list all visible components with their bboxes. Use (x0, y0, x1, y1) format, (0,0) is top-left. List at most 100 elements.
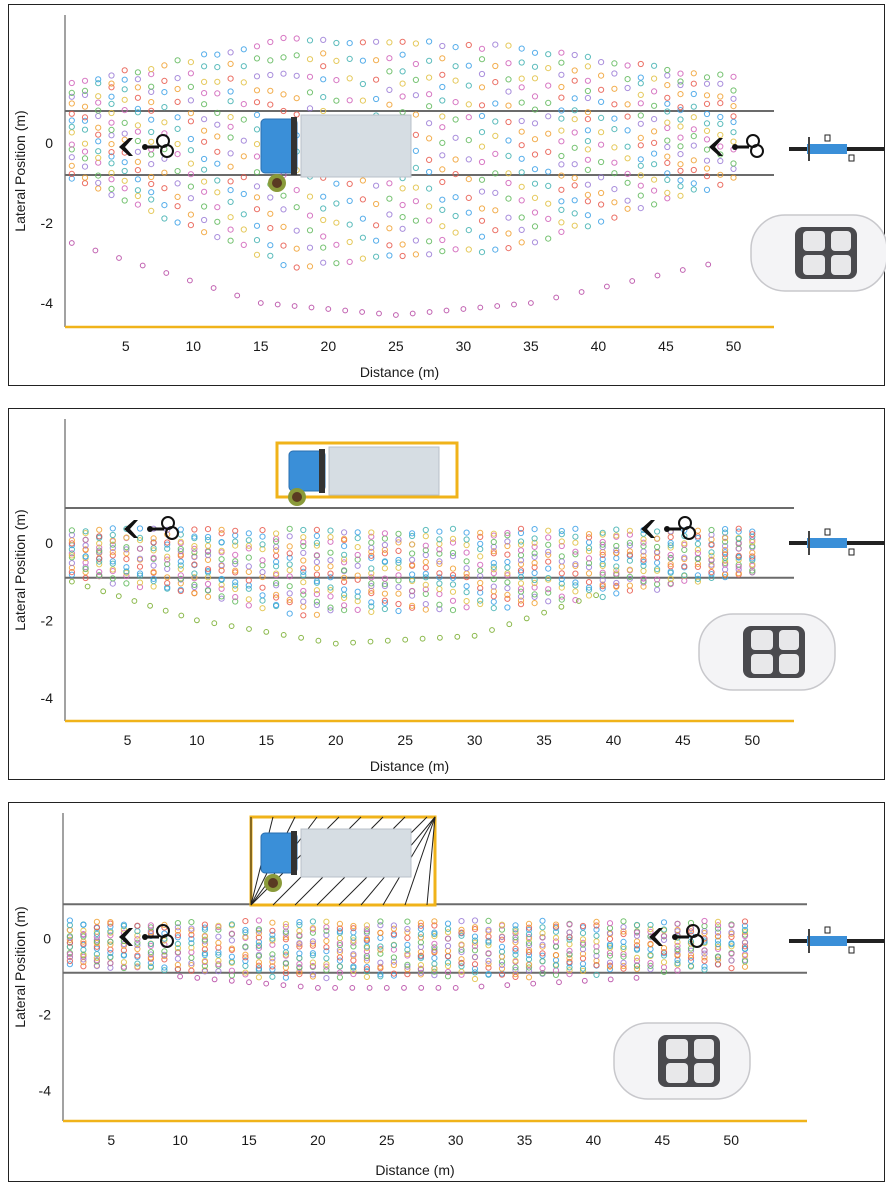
data-point (148, 161, 155, 168)
data-point (107, 964, 114, 971)
data-point (444, 925, 452, 933)
data-point (703, 100, 711, 108)
data-point (545, 99, 552, 107)
data-point (174, 85, 181, 93)
data-point (431, 944, 438, 951)
data-point (259, 605, 266, 612)
data-point (504, 551, 511, 558)
data-point (300, 591, 307, 598)
data-point (498, 961, 506, 969)
data-point (341, 551, 348, 558)
data-point (598, 59, 605, 66)
y-axis-label: Lateral Position (m) (12, 509, 28, 630)
data-point (136, 563, 144, 570)
data-point (490, 560, 497, 567)
data-point (341, 602, 348, 609)
data-point (599, 581, 606, 588)
data-point (606, 929, 614, 936)
data-point (539, 952, 546, 959)
data-point (332, 640, 339, 647)
data-point (95, 154, 102, 161)
data-point (363, 973, 370, 980)
data-point (333, 200, 340, 207)
data-point (492, 79, 499, 86)
data-point (620, 959, 627, 966)
data-point (436, 606, 443, 613)
data-point (280, 70, 287, 77)
data-point (148, 128, 155, 136)
data-point (245, 585, 252, 592)
data-point (735, 563, 742, 570)
data-point (477, 546, 484, 553)
data-point (571, 222, 578, 229)
data-point (485, 950, 492, 957)
data-point (246, 979, 252, 986)
data-point (518, 183, 525, 190)
data-point (187, 211, 194, 218)
data-point (599, 562, 606, 569)
truck-icon (260, 114, 412, 178)
data-point (174, 927, 181, 934)
data-point (651, 102, 658, 109)
data-point (273, 558, 280, 565)
data-point (545, 527, 552, 534)
data-point (323, 963, 330, 970)
direction-chevron (124, 520, 138, 538)
data-point (518, 155, 525, 162)
data-point (377, 971, 384, 978)
data-point (161, 77, 168, 85)
data-point (95, 172, 102, 179)
data-point (558, 94, 565, 101)
data-point (439, 83, 446, 91)
data-point (269, 927, 276, 934)
data-point (637, 74, 644, 81)
data-point (701, 930, 708, 937)
data-point (240, 174, 247, 181)
data-point (444, 920, 452, 927)
data-point (267, 87, 274, 94)
data-point (257, 300, 264, 306)
data-point (108, 126, 115, 134)
data-point (227, 226, 234, 233)
data-point (741, 939, 749, 946)
data-point (471, 933, 479, 940)
data-point (566, 947, 573, 954)
data-point (545, 575, 552, 582)
data-point (667, 563, 674, 570)
data-point (465, 156, 472, 163)
data-point (399, 80, 406, 87)
data-point (368, 529, 375, 536)
data-point (664, 124, 671, 132)
data-point (449, 574, 457, 581)
data-point (471, 926, 479, 933)
data-point (267, 57, 274, 64)
data-point (518, 45, 525, 52)
data-point (651, 62, 658, 69)
data-point (436, 550, 443, 557)
data-point (584, 127, 592, 134)
data-point (449, 549, 457, 557)
data-point (350, 951, 357, 958)
data-point (585, 548, 593, 555)
data-point (346, 180, 353, 187)
data-point (333, 180, 340, 187)
data-point (296, 932, 303, 939)
data-point (228, 921, 235, 928)
data-point (308, 304, 315, 311)
y-tick-label: -4 (39, 1083, 52, 1099)
data-point (492, 132, 499, 139)
data-point (109, 549, 116, 556)
data-point (240, 46, 247, 53)
data-point (531, 591, 538, 598)
data-point (498, 953, 506, 960)
y-tick-label: -2 (41, 612, 54, 628)
data-point (611, 186, 618, 193)
data-point (81, 103, 89, 110)
data-point (377, 959, 384, 966)
data-point (327, 538, 334, 545)
data-point (215, 961, 222, 968)
data-point (232, 558, 239, 565)
data-point (399, 201, 406, 209)
data-point (148, 66, 155, 73)
data-point (435, 985, 442, 991)
